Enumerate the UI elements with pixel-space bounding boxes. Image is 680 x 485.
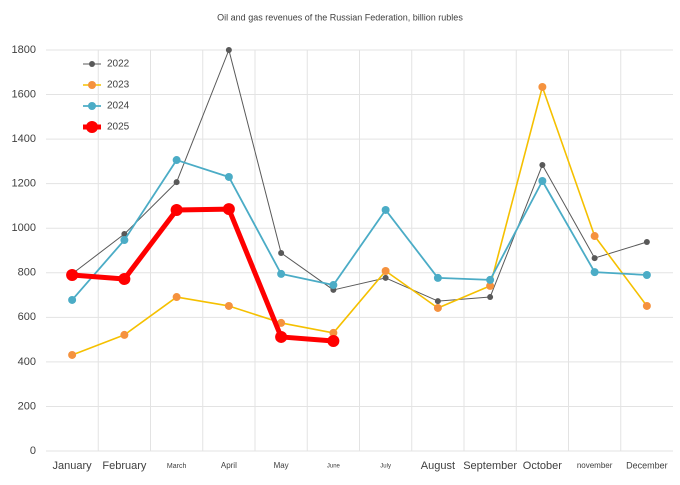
series-line [71, 206, 334, 344]
data-point [118, 273, 131, 286]
data-point [381, 266, 390, 275]
data-point [120, 330, 129, 339]
x-tick-label: January [53, 460, 93, 472]
y-tick-label: 1400 [12, 133, 36, 145]
x-tick-label: May [274, 461, 289, 470]
x-tick-label: March [167, 463, 187, 470]
y-tick-label: 1200 [12, 178, 36, 190]
data-point [643, 239, 650, 246]
data-point [121, 231, 128, 238]
legend-marker [86, 121, 98, 133]
data-point [538, 176, 547, 185]
legend-label: 2022 [107, 59, 130, 70]
data-point [170, 203, 183, 216]
data-point [539, 161, 546, 168]
y-tick-label: 600 [18, 311, 36, 323]
legend-marker [89, 61, 95, 67]
x-tick-label: April [221, 461, 237, 470]
x-tick-label: October [523, 460, 562, 472]
data-point [329, 328, 338, 337]
x-tick-label: December [626, 460, 668, 470]
data-point [433, 273, 442, 282]
data-point [173, 179, 180, 186]
series-line [71, 159, 647, 301]
legend-label: 2024 [107, 101, 130, 112]
data-point [487, 294, 494, 301]
data-point [590, 268, 599, 277]
data-point [277, 318, 286, 327]
data-point [278, 249, 285, 256]
data-point [329, 281, 338, 290]
x-tick-label: February [102, 460, 147, 472]
data-point [642, 271, 651, 280]
data-point [381, 205, 390, 214]
data-point [642, 301, 651, 310]
y-tick-label: 1600 [12, 88, 36, 100]
data-point [172, 156, 181, 165]
x-tick-label: August [421, 460, 455, 472]
data-point [172, 293, 181, 302]
series-line [71, 86, 648, 356]
data-point [275, 330, 288, 343]
y-tick-label: 0 [30, 445, 36, 457]
data-point [277, 269, 286, 278]
data-point [327, 334, 340, 347]
legend-marker [88, 81, 96, 89]
data-point [382, 274, 389, 281]
y-tick-label: 800 [18, 267, 36, 279]
data-point [224, 301, 233, 310]
y-tick-label: 400 [18, 356, 36, 368]
data-point [68, 295, 77, 304]
data-point [591, 255, 598, 262]
data-point [68, 350, 77, 359]
legend-label: 2025 [107, 122, 130, 133]
x-tick-label: november [577, 461, 613, 470]
data-point [120, 236, 129, 245]
x-tick-label: June [327, 464, 341, 470]
y-tick-label: 1800 [12, 44, 36, 56]
data-point [486, 275, 495, 284]
series-line [71, 49, 648, 302]
chart-title: Oil and gas revenues of the Russian Fede… [217, 12, 463, 22]
y-tick-label: 200 [18, 400, 36, 412]
data-point [433, 303, 442, 312]
legend-marker [88, 102, 96, 110]
legend-label: 2023 [107, 80, 130, 91]
data-point [434, 298, 441, 305]
data-point [486, 281, 495, 290]
data-point [538, 82, 547, 91]
y-tick-label: 1000 [12, 222, 36, 234]
data-point [590, 232, 599, 241]
data-point [66, 269, 79, 282]
x-tick-label: July [380, 464, 391, 470]
x-tick-label: September [463, 460, 517, 472]
data-point [225, 47, 232, 53]
data-point [224, 172, 233, 181]
data-point [222, 203, 235, 216]
